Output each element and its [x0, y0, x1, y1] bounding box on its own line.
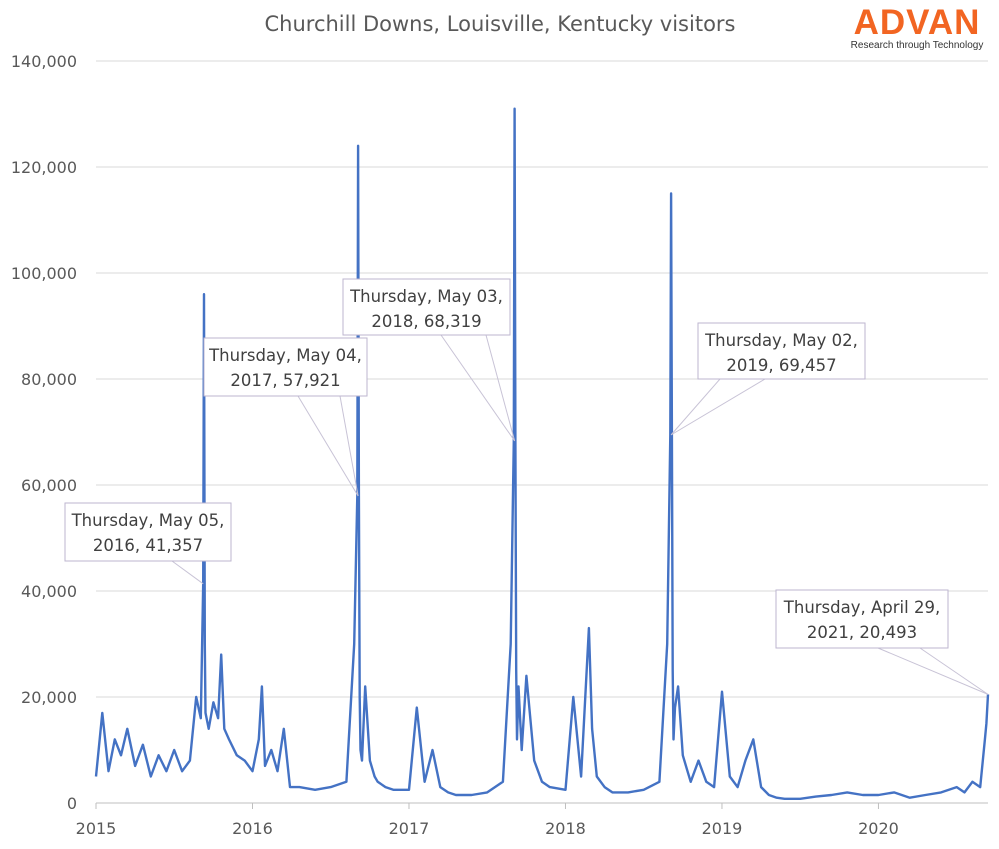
callout-leader — [171, 560, 204, 585]
callout-line-1: Thursday, May 03, — [349, 287, 503, 306]
callout-leader — [485, 334, 516, 442]
callout-leader — [440, 334, 516, 442]
x-tick-label: 2020 — [858, 819, 899, 838]
callout-leader — [297, 395, 359, 497]
callout-line-2: 2019, 69,457 — [726, 356, 836, 375]
gridlines — [96, 60, 988, 804]
callout-leader — [919, 647, 989, 695]
y-tick-label: 80,000 — [21, 370, 77, 389]
callout-leader — [670, 378, 721, 436]
y-tick-label: 0 — [67, 794, 77, 813]
callout-box — [64, 502, 232, 562]
advan-logo: ADVAN Research through Technology — [851, 3, 984, 51]
callout-line-1: Thursday, May 05, — [71, 511, 225, 530]
callout-box — [775, 589, 949, 649]
logo-tagline: Research through Technology — [851, 40, 984, 51]
callout-box — [203, 337, 368, 397]
y-tick-label: 140,000 — [11, 52, 77, 71]
x-tick-label: 2017 — [389, 819, 430, 838]
y-tick-label: 60,000 — [21, 476, 77, 495]
callout-leader — [877, 647, 989, 695]
x-tick-label: 2019 — [702, 819, 743, 838]
callout-line-2: 2016, 41,357 — [93, 536, 203, 555]
callout-line-2: 2021, 20,493 — [807, 623, 917, 642]
y-tick-label: 40,000 — [21, 582, 77, 601]
x-tick-label: 2018 — [545, 819, 586, 838]
callouts: Thursday, May 05, 2016, 41,357 Thursday, M… — [64, 278, 949, 649]
series-layer — [94, 107, 990, 800]
y-tick-label: 120,000 — [11, 158, 77, 177]
callout-leader — [339, 395, 359, 497]
series-line-visitors — [94, 107, 990, 800]
callout-box — [697, 322, 866, 380]
callout-box — [342, 278, 511, 336]
callout-line-1: Thursday, April 29, — [783, 598, 940, 617]
y-axis-ticks: 0 20,000 40,000 60,000 80,000 100,000 120,000 1… — [11, 52, 77, 813]
chart-title: Churchill Downs, Louisville, Kentucky vi… — [264, 12, 735, 36]
callout-line-2: 2018, 68,319 — [371, 312, 481, 331]
callout-line-1: Thursday, May 04, — [208, 346, 362, 365]
y-tick-label: 100,000 — [11, 264, 77, 283]
x-axis-ticks: 2015 2016 2017 2018 2019 2020 — [76, 803, 899, 838]
callout-line-2: 2017, 57,921 — [230, 371, 340, 390]
callout-leaders — [171, 334, 989, 695]
x-tick-label: 2015 — [76, 819, 117, 838]
callout-line-1: Thursday, May 02, — [704, 331, 858, 350]
x-tick-label: 2016 — [232, 819, 273, 838]
callout-leader — [670, 378, 766, 436]
logo-name: ADVAN — [854, 3, 981, 42]
y-tick-label: 20,000 — [21, 688, 77, 707]
